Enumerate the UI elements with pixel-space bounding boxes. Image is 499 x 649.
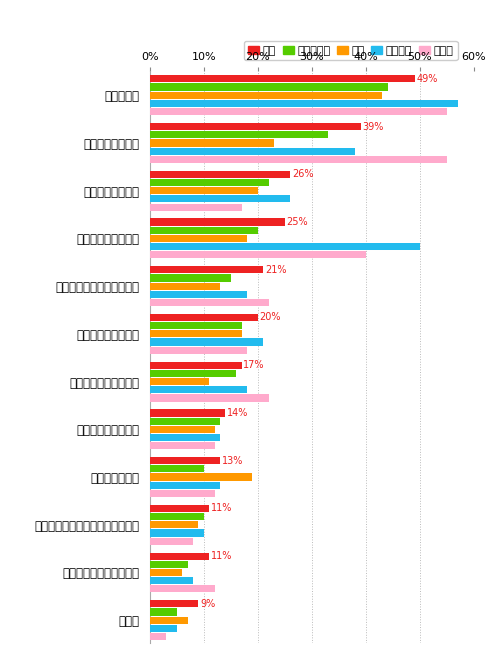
- Text: 26%: 26%: [292, 169, 313, 179]
- Bar: [150, 395, 268, 402]
- Bar: [150, 347, 247, 354]
- Bar: [150, 530, 204, 537]
- Bar: [150, 513, 204, 520]
- Bar: [150, 465, 204, 472]
- Bar: [150, 577, 193, 584]
- Bar: [150, 600, 198, 607]
- Bar: [150, 378, 209, 385]
- Bar: [150, 490, 215, 497]
- Bar: [150, 156, 447, 163]
- Bar: [150, 84, 388, 91]
- Text: 14%: 14%: [227, 408, 249, 418]
- Bar: [150, 100, 458, 107]
- Bar: [150, 339, 263, 346]
- Bar: [150, 561, 188, 568]
- Bar: [150, 108, 447, 116]
- Bar: [150, 609, 177, 616]
- Text: 21%: 21%: [265, 265, 286, 275]
- Bar: [150, 569, 182, 576]
- Text: 13%: 13%: [222, 456, 243, 465]
- Bar: [150, 179, 268, 186]
- Bar: [150, 370, 236, 377]
- Bar: [150, 585, 215, 593]
- Bar: [150, 75, 415, 82]
- Bar: [150, 426, 215, 433]
- Bar: [150, 386, 247, 393]
- Text: 49%: 49%: [416, 74, 438, 84]
- Text: 20%: 20%: [259, 312, 281, 323]
- Bar: [150, 291, 247, 298]
- Text: 9%: 9%: [200, 599, 215, 609]
- Bar: [150, 505, 209, 512]
- Bar: [150, 314, 258, 321]
- Bar: [150, 275, 231, 282]
- Bar: [150, 410, 226, 417]
- Bar: [150, 282, 220, 289]
- Bar: [150, 204, 242, 211]
- Bar: [150, 171, 290, 178]
- Bar: [150, 434, 220, 441]
- Text: 11%: 11%: [211, 504, 232, 513]
- Bar: [150, 417, 220, 424]
- Bar: [150, 140, 274, 147]
- Bar: [150, 131, 328, 138]
- Text: 11%: 11%: [211, 551, 232, 561]
- Bar: [150, 227, 258, 234]
- Bar: [150, 537, 193, 545]
- Bar: [150, 299, 268, 306]
- Bar: [150, 235, 247, 242]
- Bar: [150, 457, 220, 464]
- Bar: [150, 625, 177, 632]
- Bar: [150, 521, 198, 528]
- Bar: [150, 552, 209, 559]
- Bar: [150, 474, 252, 481]
- Bar: [150, 617, 188, 624]
- Bar: [150, 322, 242, 329]
- Bar: [150, 92, 382, 99]
- Bar: [150, 147, 355, 154]
- Bar: [150, 219, 285, 226]
- Bar: [150, 361, 242, 369]
- Bar: [150, 266, 263, 273]
- Bar: [150, 187, 258, 194]
- Bar: [150, 195, 290, 202]
- Bar: [150, 243, 420, 251]
- Bar: [150, 330, 242, 337]
- Text: 25%: 25%: [286, 217, 308, 227]
- Bar: [150, 123, 360, 130]
- Bar: [150, 251, 366, 258]
- Text: 39%: 39%: [362, 121, 384, 132]
- Legend: 全体, アルバイト, 派遣, 契約社員, 正社員: 全体, アルバイト, 派遣, 契約社員, 正社員: [244, 41, 458, 60]
- Bar: [150, 482, 220, 489]
- Text: 17%: 17%: [243, 360, 265, 370]
- Bar: [150, 442, 215, 449]
- Bar: [150, 633, 166, 640]
